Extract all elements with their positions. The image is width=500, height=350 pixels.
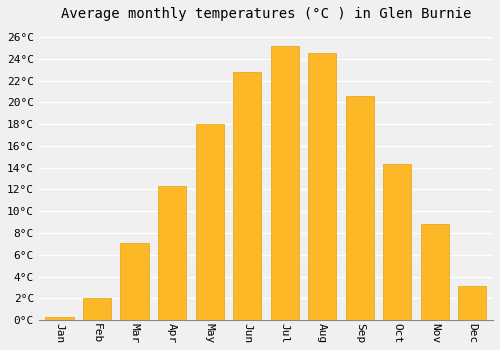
Bar: [120, 243, 148, 320]
Bar: [308, 54, 336, 320]
Bar: [46, 317, 74, 320]
Bar: [458, 286, 486, 320]
Bar: [421, 224, 449, 320]
Bar: [233, 72, 261, 320]
Bar: [346, 96, 374, 320]
Bar: [196, 124, 224, 320]
Bar: [383, 164, 412, 320]
Bar: [83, 298, 111, 320]
Title: Average monthly temperatures (°C ) in Glen Burnie: Average monthly temperatures (°C ) in Gl…: [60, 7, 471, 21]
Bar: [158, 186, 186, 320]
Bar: [270, 46, 299, 320]
